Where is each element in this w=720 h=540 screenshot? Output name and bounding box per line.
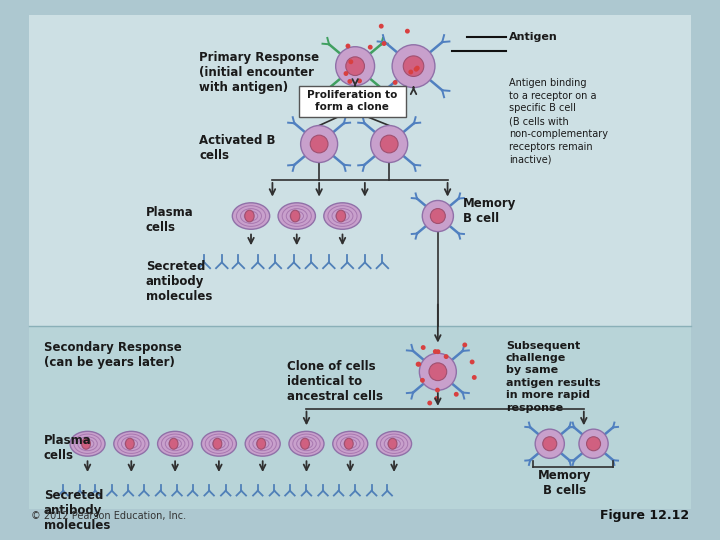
Circle shape bbox=[357, 78, 362, 83]
Text: Plasma
cells: Plasma cells bbox=[146, 206, 194, 234]
Text: Figure 12.12: Figure 12.12 bbox=[600, 509, 689, 522]
Text: Proliferation to
form a clone: Proliferation to form a clone bbox=[307, 90, 397, 112]
Circle shape bbox=[394, 104, 399, 109]
Ellipse shape bbox=[388, 438, 397, 449]
Ellipse shape bbox=[213, 438, 222, 449]
Circle shape bbox=[435, 388, 440, 393]
Ellipse shape bbox=[257, 438, 266, 449]
Ellipse shape bbox=[289, 431, 324, 456]
Ellipse shape bbox=[246, 431, 280, 456]
Circle shape bbox=[348, 59, 354, 64]
Text: © 2012 Pearson Education, Inc.: © 2012 Pearson Education, Inc. bbox=[31, 511, 186, 521]
Ellipse shape bbox=[301, 438, 310, 449]
Circle shape bbox=[392, 80, 397, 85]
Text: Memory
B cells: Memory B cells bbox=[538, 469, 591, 497]
Ellipse shape bbox=[125, 438, 134, 449]
Text: Secondary Response
(can be years later): Secondary Response (can be years later) bbox=[44, 341, 181, 369]
Ellipse shape bbox=[70, 431, 105, 456]
Circle shape bbox=[379, 24, 384, 29]
Circle shape bbox=[382, 41, 387, 46]
Ellipse shape bbox=[233, 203, 270, 230]
Ellipse shape bbox=[169, 438, 178, 449]
Circle shape bbox=[535, 429, 564, 458]
Text: Secreted
antibody
molecules: Secreted antibody molecules bbox=[146, 260, 212, 303]
Circle shape bbox=[427, 401, 432, 406]
Circle shape bbox=[346, 57, 364, 76]
Text: Primary Response
(initial encounter
with antigen): Primary Response (initial encounter with… bbox=[199, 51, 320, 93]
Circle shape bbox=[414, 67, 418, 72]
Circle shape bbox=[472, 375, 477, 380]
Circle shape bbox=[415, 362, 420, 367]
Circle shape bbox=[408, 70, 413, 75]
Circle shape bbox=[368, 45, 373, 50]
Circle shape bbox=[392, 45, 435, 87]
Circle shape bbox=[419, 353, 456, 390]
Circle shape bbox=[336, 47, 374, 86]
Ellipse shape bbox=[336, 210, 346, 222]
Circle shape bbox=[371, 125, 408, 163]
Circle shape bbox=[310, 135, 328, 153]
Circle shape bbox=[462, 342, 467, 347]
Text: Clone of cells
identical to
ancestral cells: Clone of cells identical to ancestral ce… bbox=[287, 360, 383, 403]
Circle shape bbox=[543, 437, 557, 451]
Circle shape bbox=[380, 135, 398, 153]
Circle shape bbox=[415, 66, 420, 71]
Circle shape bbox=[379, 94, 384, 99]
Ellipse shape bbox=[324, 203, 361, 230]
Circle shape bbox=[444, 354, 449, 359]
Ellipse shape bbox=[81, 438, 91, 449]
Circle shape bbox=[346, 44, 351, 49]
Circle shape bbox=[343, 71, 348, 76]
Text: Subsequent
challenge
by same
antigen results
in more rapid
response: Subsequent challenge by same antigen res… bbox=[506, 341, 600, 413]
Circle shape bbox=[390, 91, 395, 96]
Ellipse shape bbox=[158, 431, 193, 456]
Text: Memory
B cell: Memory B cell bbox=[463, 197, 516, 225]
Circle shape bbox=[436, 349, 441, 354]
Circle shape bbox=[587, 437, 600, 451]
Circle shape bbox=[579, 429, 608, 458]
Circle shape bbox=[420, 378, 425, 383]
Circle shape bbox=[429, 363, 446, 381]
Ellipse shape bbox=[344, 438, 354, 449]
Circle shape bbox=[469, 360, 474, 365]
Ellipse shape bbox=[377, 431, 412, 456]
Circle shape bbox=[403, 56, 424, 77]
Text: Antigen: Antigen bbox=[509, 32, 557, 42]
Bar bbox=[29, 326, 691, 509]
Circle shape bbox=[454, 392, 459, 397]
Circle shape bbox=[405, 29, 410, 33]
Ellipse shape bbox=[202, 431, 236, 456]
Circle shape bbox=[431, 208, 446, 224]
FancyBboxPatch shape bbox=[299, 86, 406, 117]
Circle shape bbox=[434, 396, 439, 401]
Text: Plasma
cells: Plasma cells bbox=[44, 434, 91, 462]
Circle shape bbox=[301, 125, 338, 163]
Circle shape bbox=[416, 362, 421, 367]
Ellipse shape bbox=[114, 431, 149, 456]
Text: Secreted
antibody
molecules: Secreted antibody molecules bbox=[44, 489, 110, 532]
Text: Antigen binding
to a receptor on a
specific B cell
(B cells with
non-complementa: Antigen binding to a receptor on a speci… bbox=[509, 78, 608, 165]
Ellipse shape bbox=[245, 210, 254, 222]
Ellipse shape bbox=[278, 203, 315, 230]
Circle shape bbox=[433, 349, 438, 354]
Ellipse shape bbox=[333, 431, 368, 456]
Circle shape bbox=[420, 345, 426, 350]
Ellipse shape bbox=[290, 210, 300, 222]
Circle shape bbox=[423, 200, 454, 232]
Circle shape bbox=[348, 79, 352, 84]
Bar bbox=[29, 15, 691, 326]
Text: Activated B
cells: Activated B cells bbox=[199, 134, 276, 163]
